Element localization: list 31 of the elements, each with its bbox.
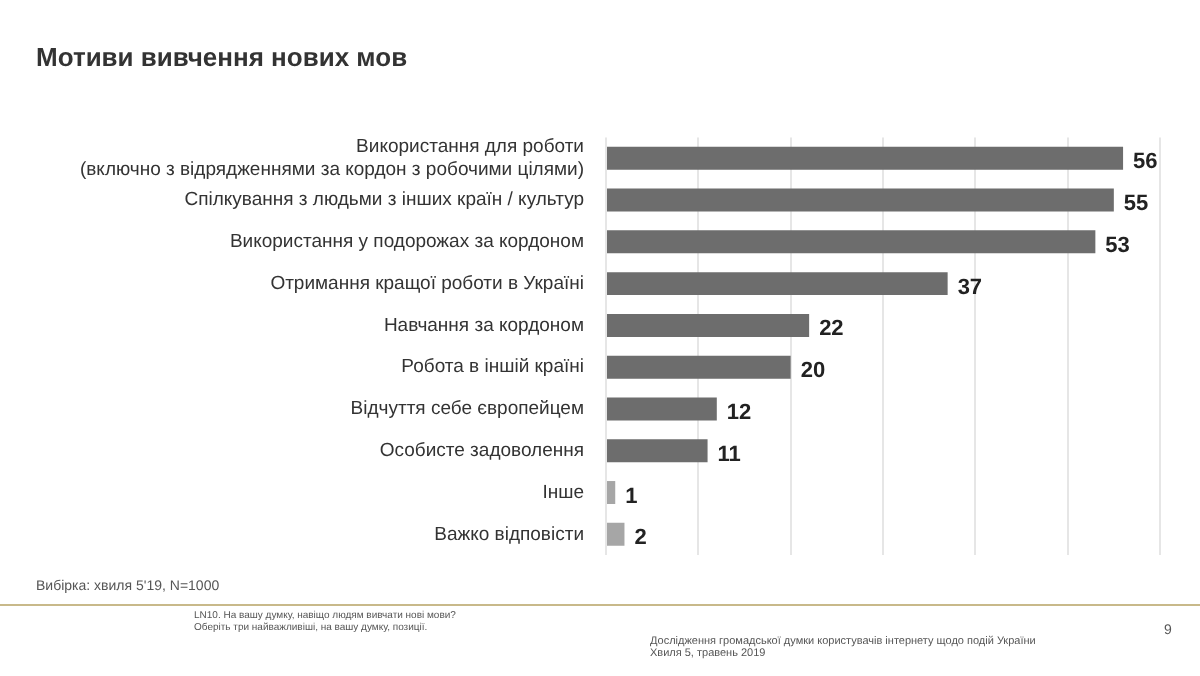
y-tick-label: Робота в іншій країні (401, 356, 584, 379)
data-label: 1 (625, 484, 638, 509)
bar (607, 230, 1096, 254)
bar (607, 355, 791, 379)
text: Мотиви вивчення нових мов (36, 42, 408, 72)
y-tick-label: Використання для роботи (включно з відрядженнями за кордон з робочими цілями) (79, 136, 584, 181)
data-label: 56 (1133, 150, 1158, 175)
bar (607, 397, 717, 421)
y-tick-label: Спілкування з людьми з інших країн / культур (184, 189, 584, 212)
data-label: 2 (634, 526, 647, 551)
bar (607, 272, 948, 296)
y-tick-label: Використання у подорожах за кордоном (229, 231, 584, 254)
bar (607, 146, 1124, 170)
y-tick-label: Навчання за кордоном (383, 314, 584, 337)
y-tick-label: Відчуття себе європейцем (350, 398, 584, 421)
y-tick-label: Отримання кращої роботи в Україні (270, 272, 584, 295)
data-label: 20 (800, 359, 826, 384)
bar (607, 313, 810, 337)
data-label: 12 (726, 401, 752, 426)
data-label: 55 (1123, 192, 1149, 217)
bar (607, 188, 1114, 212)
bar (607, 439, 708, 463)
data-label: 22 (819, 317, 844, 342)
bar (607, 481, 616, 505)
y-tick-label: Інше (542, 481, 584, 504)
data-label: 11 (717, 442, 741, 467)
data-label: 37 (957, 275, 983, 300)
data-label: 53 (1105, 233, 1130, 258)
y-tick-label: Особисте задоволення (379, 440, 584, 462)
y-tick-label: Важко відповісти (434, 523, 584, 546)
bar (607, 522, 625, 546)
